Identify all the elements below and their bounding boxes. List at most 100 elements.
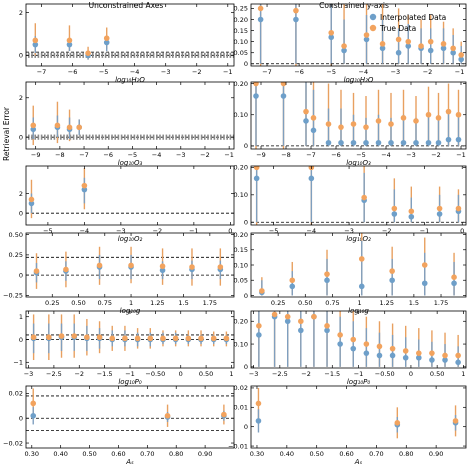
x-tick-label: 1.5: [178, 299, 188, 307]
dense-marker: [156, 134, 158, 140]
x-tick-label: −9: [256, 151, 266, 159]
true-point: [298, 318, 304, 325]
x-tick-label: −1: [420, 227, 430, 235]
x-tick-label: −3: [116, 227, 126, 235]
true-point: [338, 124, 344, 130]
true-point: [289, 277, 296, 284]
axes-frame-right-2: [250, 165, 467, 226]
dense-marker: [175, 134, 177, 140]
x-tick-label: −2: [431, 151, 441, 159]
x-tick-label: −3: [406, 151, 416, 159]
x-tick-label: 1: [461, 370, 465, 378]
true-point: [442, 352, 448, 359]
x-tick-label: 0.70: [369, 450, 383, 458]
x-tick-label: −6: [103, 151, 113, 159]
interpolated-point: [308, 175, 315, 182]
dense-marker: [210, 52, 212, 58]
true-point: [421, 262, 428, 268]
true-point: [198, 335, 204, 342]
dense-marker: [111, 52, 113, 58]
true-point: [451, 274, 457, 280]
true-point: [257, 5, 264, 12]
x-tick-label: 0.50: [298, 299, 312, 307]
y-tick-label: −0.01: [228, 442, 248, 450]
interpolated-point: [253, 175, 260, 182]
y-tick-label: 0.20: [234, 164, 248, 172]
x-tick-label: −2: [153, 227, 163, 235]
interpolated-point: [253, 93, 259, 99]
interpolated-point: [451, 280, 457, 287]
x-tick-label: −1: [224, 151, 234, 159]
true-point: [30, 122, 37, 129]
y-tick-label: 0: [244, 60, 248, 68]
x-tick-label: −5: [356, 151, 366, 159]
y-tick-label: 2: [19, 94, 23, 102]
panel-right-2: −5 −4 −3 −2 −1 0 0 0.10 0.20 log₁₀O₂: [234, 164, 467, 243]
y-tick-label: 2: [19, 190, 23, 198]
y-tick-label: 0.15: [234, 27, 248, 35]
x-tick-label: 1.75: [434, 299, 448, 307]
x-tick-label: −5: [99, 68, 109, 76]
true-point: [391, 205, 398, 212]
true-point: [30, 400, 37, 407]
interpolated-point: [255, 418, 262, 424]
interpolated-point: [284, 318, 291, 325]
true-point: [255, 400, 262, 407]
dense-marker: [104, 134, 107, 140]
dense-marker: [223, 52, 225, 58]
dense-marker: [220, 52, 222, 58]
true-point: [379, 41, 386, 47]
interpolated-point: [440, 45, 447, 52]
interpolated-point: [425, 139, 432, 146]
true-point: [303, 108, 309, 115]
dense-marker: [130, 52, 132, 58]
panel-left-1: −9 −8 −7 −6 −5 −4 −3 −2 −1 0 2 log₁₀O₃: [19, 81, 235, 167]
true-point: [425, 111, 432, 118]
true-point: [337, 332, 343, 338]
dense-marker: [229, 52, 232, 58]
true-point: [311, 313, 317, 320]
interpolated-point: [455, 359, 461, 366]
x-tick-label: 0.50: [199, 370, 213, 378]
x-tick-label: −6: [294, 68, 304, 76]
dense-marker: [213, 134, 216, 140]
x-tick-label: 0: [179, 370, 183, 378]
dense-marker: [133, 52, 136, 58]
interpolated-point: [310, 127, 317, 134]
dense-marker: [40, 134, 43, 140]
plot-area-left-0: [26, 23, 234, 60]
dense-marker: [159, 52, 161, 58]
x-tick-label: −8: [55, 151, 65, 159]
true-point: [324, 323, 330, 329]
y-tick-label: 0: [244, 219, 248, 227]
dense-marker: [120, 52, 123, 58]
dense-marker: [92, 134, 94, 140]
x-tick-label: −6: [331, 151, 341, 159]
x-tick-label: 0.90: [198, 450, 212, 458]
panel-left-3: 0.25 0.50 0.75 1 1.25 1.5 1.75 −0.25 0 0.25 0.50 lo…: [3, 231, 235, 315]
true-point: [402, 348, 409, 354]
true-point: [341, 43, 347, 49]
dense-marker: [82, 134, 84, 140]
interpolated-point: [337, 341, 343, 347]
true-point: [217, 264, 224, 270]
dense-marker: [210, 134, 212, 140]
dense-marker: [175, 52, 177, 58]
dense-marker: [136, 134, 139, 140]
x-tick-label: −0.50: [145, 370, 165, 378]
interpolated-point: [416, 354, 422, 361]
x-tick-label: −9: [31, 151, 41, 159]
dense-marker: [92, 52, 94, 58]
interpolated-point: [338, 139, 344, 146]
x-tick-label: 0.75: [98, 299, 112, 307]
x-tick-label: 0.60: [339, 450, 353, 458]
x-tick-label: 0.25: [45, 299, 59, 307]
x-tick-label: −2: [200, 151, 210, 159]
interpolated-point: [400, 139, 407, 146]
interpolated-point: [159, 267, 166, 274]
dense-marker: [47, 134, 49, 140]
dense-marker: [181, 52, 184, 58]
dense-marker: [40, 52, 43, 58]
true-point: [400, 115, 407, 121]
